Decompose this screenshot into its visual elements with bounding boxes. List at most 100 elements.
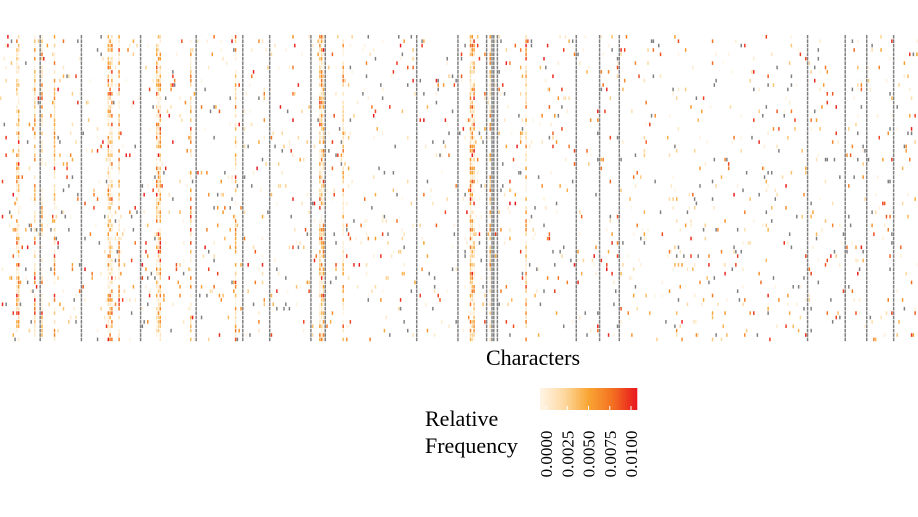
heatmap-cell [310,65,312,70]
heatmap-cell [448,324,450,329]
heatmap-cell [618,157,621,162]
heatmap-cell [242,337,244,342]
heatmap-cell [471,254,474,258]
heatmap-cell [399,43,402,48]
heatmap-cell [84,201,86,206]
heatmap-cell [880,315,882,320]
heatmap-cell [806,52,809,57]
heatmap-cell [268,127,271,131]
heatmap-cell [389,333,391,337]
heatmap-cell [426,254,429,258]
heatmap-cell [32,87,34,92]
heatmap-cell [525,197,527,201]
heatmap-cell [575,232,578,236]
heatmap-cell [489,232,491,236]
heatmap-cell [234,144,237,149]
heatmap-cell [473,52,475,57]
heatmap-cell [659,52,662,57]
heatmap-cell [432,201,434,206]
heatmap-cell [324,162,326,166]
heatmap-cell [320,153,323,158]
heatmap-cell [464,249,466,254]
heatmap-cell [410,289,413,293]
heatmap-cell [242,188,244,193]
heatmap-cell [193,337,196,342]
heatmap-cell [310,337,312,342]
heatmap-cell [346,324,348,329]
heatmap-cell [231,35,233,39]
heatmap-cell [493,162,495,166]
heatmap-cell [231,175,233,179]
heatmap-cell [525,210,527,215]
heatmap-cell [120,131,122,136]
heatmap-cell [692,192,694,197]
heatmap-cell [319,35,321,39]
heatmap-cell [179,113,181,118]
heatmap-cell [107,254,110,258]
heatmap-cell [242,315,244,320]
heatmap-cell [211,289,214,293]
heatmap-cell [349,118,352,122]
heatmap-cell [912,333,915,337]
heatmap-cell [320,324,323,329]
heatmap-cell [903,61,906,65]
heatmap-cell [319,280,321,285]
heatmap-cell [457,267,459,272]
heatmap-cell [892,328,895,333]
heatmap-cell [157,78,160,83]
heatmap-cell [41,210,43,215]
heatmap-cell [292,153,294,158]
heatmap-cell [478,241,481,245]
heatmap-cell [519,135,522,140]
heatmap-cell [324,166,326,171]
heatmap-cell [141,306,144,311]
heatmap-cell [806,333,809,337]
heatmap-cell [277,65,280,70]
heatmap-cell [806,289,809,293]
heatmap-cell [471,179,474,184]
heatmap-cell [139,293,142,298]
heatmap-cell [14,201,16,206]
heatmap-cell [41,227,43,232]
heatmap-cell [491,245,493,250]
heatmap-cell [457,135,459,140]
heatmap-cell [25,227,27,232]
heatmap-cell [415,122,418,127]
heatmap-cell [39,140,41,144]
heatmap-cell [143,192,145,197]
heatmap-cell [109,328,111,333]
heatmap-cell [485,127,488,131]
heatmap-cell [319,197,321,201]
heatmap-cell [139,306,142,311]
heatmap-cell [310,249,312,254]
heatmap-cell [268,214,271,219]
heatmap-cell [471,149,474,153]
heatmap-cell [322,236,325,241]
heatmap-cell [496,188,499,193]
heatmap-cell [457,48,459,52]
heatmap-cell [763,166,766,171]
heatmap-cell [645,293,647,298]
heatmap-cell [848,127,850,131]
heatmap-cell [765,210,768,215]
heatmap-cell [496,35,499,39]
heatmap-cell [645,140,647,144]
heatmap-cell [647,227,649,232]
heatmap-cell [866,227,868,232]
heatmap-cell [16,328,18,333]
heatmap-cell [310,100,312,105]
heatmap-cell [493,210,495,215]
heatmap-cell [464,284,466,289]
heatmap-cell [525,289,527,293]
heatmap-cell [489,328,491,333]
heatmap-cell [80,78,83,83]
heatmap-cell [107,100,110,105]
colorbar-segment [593,388,597,410]
heatmap-cell [139,52,142,57]
heatmap-cell [39,43,41,48]
heatmap-cell [342,328,344,333]
heatmap-cell [53,122,56,127]
heatmap-cell [358,263,361,267]
heatmap-cell [496,241,499,245]
